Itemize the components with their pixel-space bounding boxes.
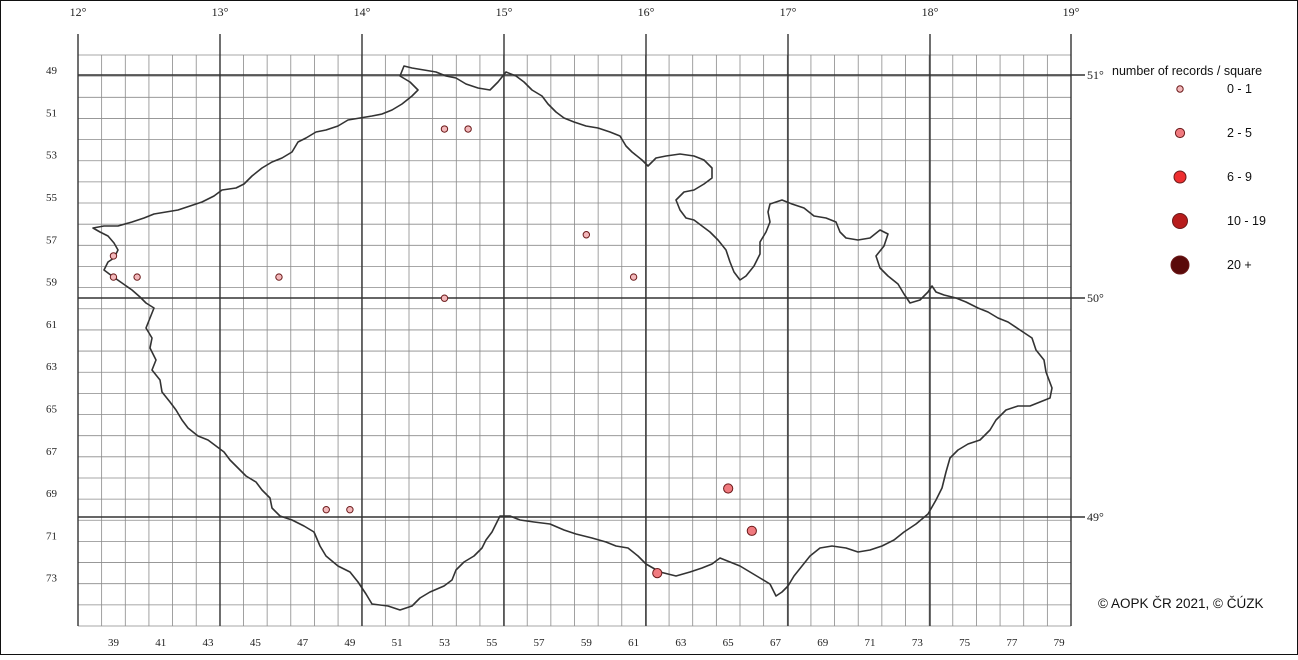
legend-marker [1172, 213, 1188, 229]
record-marker [652, 568, 663, 579]
legend-label: 0 - 1 [1227, 82, 1252, 96]
column-label: 43 [203, 637, 215, 649]
legend-title: number of records / square [1112, 64, 1262, 78]
column-label: 75 [959, 637, 971, 649]
row-label: 61 [46, 319, 57, 331]
legend-marker [1176, 85, 1184, 93]
column-label: 47 [297, 637, 309, 649]
column-label: 77 [1006, 637, 1018, 649]
legend-label: 10 - 19 [1227, 214, 1266, 228]
copyright-text: © AOPK ČR 2021, © ČÚZK [1098, 596, 1263, 611]
column-label: 45 [250, 637, 262, 649]
column-label: 49 [344, 637, 356, 649]
legend-label: 6 - 9 [1227, 170, 1252, 184]
row-label: 53 [46, 150, 58, 162]
row-labels: 49 51 53 55 57 59 61 63 65 67 69 71 73 [46, 65, 58, 585]
degree-lines [77, 34, 1085, 626]
longitude-labels: 12° 13° 14° 15° 16° 17° 18° 19° [70, 5, 1080, 19]
longitude-label: 15° [496, 5, 513, 19]
row-label: 73 [46, 573, 58, 585]
record-marker [723, 483, 734, 494]
column-label: 59 [581, 637, 593, 649]
latitude-labels: 51° 50° 49° [1087, 68, 1104, 524]
record-marker [629, 273, 638, 281]
column-label: 61 [628, 637, 639, 649]
country-border [92, 65, 1053, 611]
record-marker [322, 505, 330, 514]
row-label: 51 [46, 107, 57, 119]
legend-marker [1174, 127, 1186, 139]
record-marker [275, 273, 283, 281]
row-label: 55 [46, 192, 58, 204]
column-label: 69 [817, 637, 829, 649]
column-labels: 39 41 43 45 47 49 51 53 55 57 59 61 63 65 67 69 71 73 75 77… [108, 637, 1065, 649]
record-markers [109, 125, 757, 579]
legend-label: 2 - 5 [1227, 126, 1252, 140]
record-marker [109, 252, 118, 260]
record-marker [109, 273, 118, 281]
row-label: 63 [46, 361, 58, 373]
legend-marker [1173, 170, 1187, 184]
longitude-label: 12° [70, 5, 87, 19]
latitude-label: 50° [1087, 291, 1104, 305]
legend-items: 0 - 1 2 - 5 6 - 9 10 - 19 20 + [1170, 82, 1266, 275]
column-label: 79 [1054, 637, 1066, 649]
longitude-label: 18° [922, 5, 939, 19]
record-marker [464, 125, 472, 133]
record-marker [746, 525, 757, 536]
column-label: 41 [155, 637, 166, 649]
longitude-label: 16° [638, 5, 655, 19]
latitude-label: 51° [1087, 68, 1104, 82]
row-label: 67 [46, 446, 58, 458]
column-label: 63 [675, 637, 687, 649]
longitude-label: 19° [1063, 5, 1080, 19]
column-label: 39 [108, 637, 120, 649]
longitude-label: 14° [354, 5, 371, 19]
record-marker [133, 273, 141, 281]
longitude-label: 17° [780, 5, 797, 19]
legend-label: 20 + [1227, 258, 1252, 272]
column-label: 73 [912, 637, 924, 649]
column-label: 55 [486, 637, 498, 649]
record-marker [346, 505, 354, 514]
column-label: 71 [865, 637, 876, 649]
row-label: 59 [46, 277, 58, 289]
column-label: 65 [723, 637, 735, 649]
longitude-label: 13° [212, 5, 229, 19]
record-marker [582, 231, 591, 239]
row-label: 71 [46, 530, 57, 542]
column-label: 51 [392, 637, 403, 649]
legend-marker [1170, 255, 1190, 275]
latitude-label: 49° [1087, 510, 1104, 524]
column-label: 53 [439, 637, 451, 649]
row-label: 69 [46, 488, 58, 500]
record-marker [440, 294, 449, 302]
legend: number of records / square 0 - 1 2 - 5 6 -… [1112, 64, 1266, 275]
column-label: 67 [770, 637, 782, 649]
row-label: 57 [46, 234, 58, 246]
row-label: 49 [46, 65, 58, 77]
column-label: 57 [534, 637, 546, 649]
row-label: 65 [46, 404, 58, 416]
record-marker [440, 125, 449, 133]
